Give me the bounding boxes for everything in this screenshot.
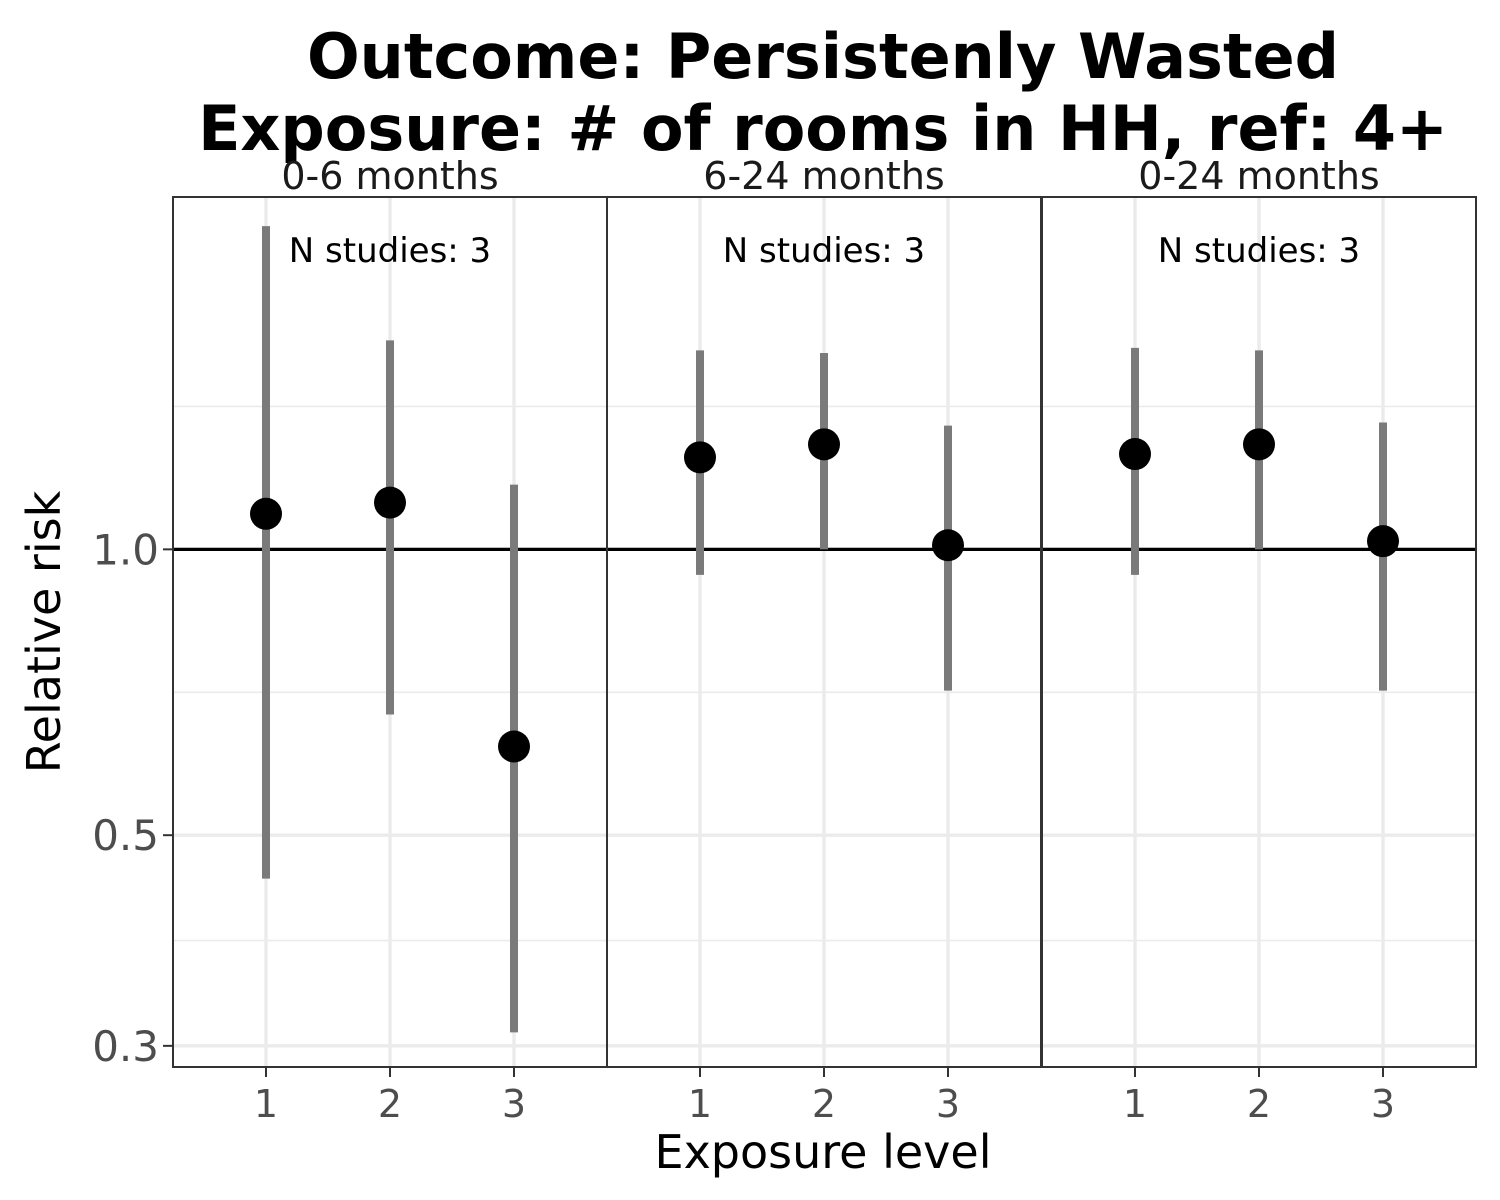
x-tick-label: 2 (378, 1082, 402, 1126)
chart-title-line-1: Outcome: Persistenly Wasted (307, 20, 1339, 93)
n-studies-annotation: N studies: 3 (289, 231, 491, 271)
y-tick-label: 0.5 (92, 811, 159, 860)
x-tick-label: 3 (502, 1082, 526, 1126)
x-tick-label: 2 (1247, 1082, 1271, 1126)
point-estimate (250, 497, 282, 530)
x-tick-label: 1 (688, 1082, 712, 1126)
point-estimate (684, 441, 716, 474)
facet-panels: 0-6 months N studies: 3 1 2 3 6-24 months N st… (172, 154, 1477, 1126)
y-tick-label: 0.3 (92, 1022, 159, 1071)
y-axis: 0.3 0.5 1.0 (92, 525, 173, 1071)
point-estimate (374, 486, 406, 519)
facet-strip-label: 0-24 months (1138, 154, 1379, 198)
x-axis-label: Exposure level (655, 1125, 992, 1179)
point-estimate (932, 529, 964, 562)
n-studies-annotation: N studies: 3 (723, 231, 925, 271)
point-estimate (1243, 428, 1275, 461)
facet-strip-label: 6-24 months (703, 154, 944, 198)
point-estimate (1367, 525, 1399, 558)
point-estimate (808, 428, 840, 461)
x-tick-label: 1 (254, 1082, 278, 1126)
x-tick-label: 3 (1371, 1082, 1395, 1126)
y-tick-label: 1.0 (92, 525, 159, 574)
x-tick-label: 3 (936, 1082, 960, 1126)
x-tick-label: 2 (812, 1082, 836, 1126)
y-axis-label: Relative risk (17, 490, 71, 773)
point-estimate (498, 730, 530, 763)
facet-panel: 0-24 months N studies: 3 1 2 3 (1041, 154, 1477, 1126)
facet-strip-label: 0-6 months (281, 154, 498, 198)
facet-panel: 6-24 months N studies: 3 1 2 3 (606, 154, 1042, 1126)
point-estimate (1119, 438, 1151, 471)
n-studies-annotation: N studies: 3 (1158, 231, 1360, 271)
chart-title-line-2: Exposure: # of rooms in HH, ref: 4+ (198, 92, 1448, 165)
x-tick-label: 1 (1123, 1082, 1147, 1126)
